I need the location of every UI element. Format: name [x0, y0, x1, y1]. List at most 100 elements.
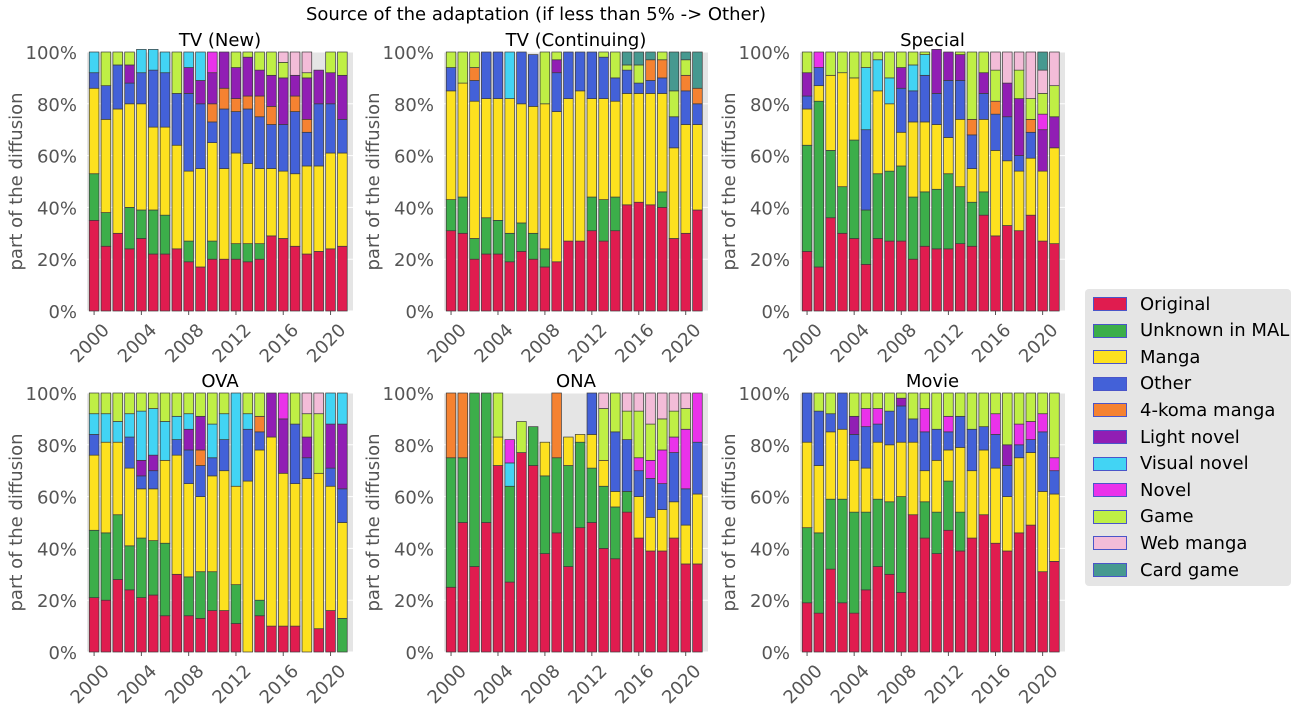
bar-manga-2011 [931, 124, 942, 190]
bar-game-2010 [207, 392, 218, 425]
bar-unknown-in-mal-2021 [337, 617, 348, 653]
bar-manga-2004 [136, 488, 147, 539]
bar-novel-2012 [943, 415, 954, 433]
bar-manga-2019 [313, 472, 324, 630]
bar-manga-2012 [586, 98, 598, 198]
bar-other-2004 [136, 475, 147, 490]
bar-other-2012 [586, 392, 598, 435]
bar-unknown-in-mal-2011 [931, 511, 942, 554]
bar-manga-2009 [907, 441, 919, 516]
y-tick-label: 40% [750, 198, 790, 219]
bar-game-2014 [966, 392, 978, 430]
bar-manga-2008 [539, 441, 551, 477]
bar-manga-2016 [633, 496, 644, 539]
bar-light-novel-2004 [848, 415, 860, 435]
bar-manga-2021 [337, 522, 348, 619]
y-tick-label: 80% [750, 95, 790, 116]
bar-unknown-in-mal-2001 [457, 457, 468, 523]
bar-manga-2017 [645, 516, 656, 552]
bar-other-2017 [1002, 465, 1013, 497]
bar-other-2007 [884, 410, 895, 446]
bar-manga-2018 [1013, 457, 1025, 534]
bar-other-2021 [692, 103, 703, 125]
legend-swatch [1093, 350, 1127, 365]
bar-unknown-in-mal-2012 [230, 584, 242, 624]
bar-manga-2013 [954, 118, 966, 188]
bar-original-2006 [872, 566, 883, 653]
bar-unknown-in-mal-2014 [610, 196, 621, 232]
bar-other-2010 [919, 431, 931, 472]
y-axis-label: part of the diffusion [6, 92, 27, 270]
bar-other-2015 [621, 439, 633, 492]
bar-novel-2010 [207, 51, 218, 74]
bar-game-2005 [148, 392, 159, 409]
bar-game-2020 [325, 51, 336, 74]
bar-unknown-in-mal-2013 [598, 485, 609, 549]
bar-original-2011 [218, 258, 230, 312]
bar-manga-2016 [633, 93, 644, 203]
bar-game-2007 [171, 392, 183, 417]
bar-manga-2008 [183, 483, 194, 578]
x-tick-label: 2012 [921, 661, 968, 708]
bar-original-2009 [907, 258, 919, 312]
bar-other-2004 [848, 434, 860, 461]
bar-unknown-in-mal-2001 [457, 196, 468, 234]
bar-other-2000 [88, 434, 100, 456]
bar-4-koma-manga-2010 [207, 103, 218, 123]
bar-game-2004 [492, 392, 504, 438]
legend-item-original: Original [1093, 292, 1210, 316]
bar-manga-2018 [301, 478, 313, 653]
x-tick-label: 2008 [517, 661, 564, 708]
bar-original-2014 [966, 537, 978, 653]
bar-other-2007 [528, 54, 539, 107]
bar-game-2009 [195, 392, 206, 417]
bar-original-2011 [931, 553, 942, 653]
bar-original-2000 [801, 251, 813, 312]
bar-game-2014 [254, 392, 265, 417]
bar-unknown-in-mal-2007 [884, 501, 895, 575]
bar-unknown-in-mal-2003 [124, 207, 135, 250]
bar-original-2017 [645, 550, 656, 653]
bar-other-2007 [171, 93, 183, 146]
bar-original-2011 [931, 248, 942, 312]
bar-manga-2008 [539, 103, 551, 250]
bar-manga-2021 [1049, 147, 1060, 245]
bar-manga-2012 [230, 485, 242, 586]
bar-game-2018 [657, 51, 668, 61]
x-tick-label: 2008 [874, 320, 921, 367]
bar-game-2020 [680, 59, 691, 76]
bar-original-2007 [884, 240, 895, 312]
bar-game-2018 [657, 418, 668, 451]
bar-novel-2001 [813, 51, 825, 68]
bar-light-novel-2000 [801, 72, 813, 97]
bar-original-2001 [100, 599, 112, 653]
bar-original-2015 [266, 625, 277, 653]
bar-manga-2003 [124, 467, 135, 547]
bar-original-2020 [680, 232, 691, 312]
bar-light-novel-2018 [1013, 98, 1025, 156]
bar-manga-2020 [1037, 491, 1048, 573]
bar-game-2020 [680, 408, 691, 430]
bar-light-novel-2021 [1049, 116, 1060, 149]
bar-other-2006 [159, 72, 171, 128]
bar-visual-novel-2021 [337, 392, 348, 425]
bar-unknown-in-mal-2013 [954, 186, 966, 245]
bar-light-novel-2008 [183, 67, 194, 94]
bar-original-2016 [990, 542, 1001, 653]
bar-other-2008 [183, 449, 194, 485]
bar-unknown-in-mal-2013 [242, 243, 253, 263]
bar-game-2011 [218, 392, 230, 415]
bar-game-2014 [966, 51, 978, 120]
bar-original-2000 [445, 230, 457, 312]
bar-other-2021 [1049, 470, 1060, 495]
bar-unknown-in-mal-2002 [469, 238, 480, 260]
bar-other-2013 [954, 415, 966, 448]
bar-manga-2021 [692, 124, 703, 211]
bar-web-manga-2019 [668, 392, 680, 412]
bar-light-novel-2020 [1037, 129, 1048, 172]
bar-original-2012 [586, 522, 598, 653]
bar-other-2015 [266, 124, 277, 169]
bar-original-2010 [919, 537, 931, 653]
bar-unknown-in-mal-2001 [813, 100, 825, 268]
bar-other-2014 [610, 77, 621, 102]
